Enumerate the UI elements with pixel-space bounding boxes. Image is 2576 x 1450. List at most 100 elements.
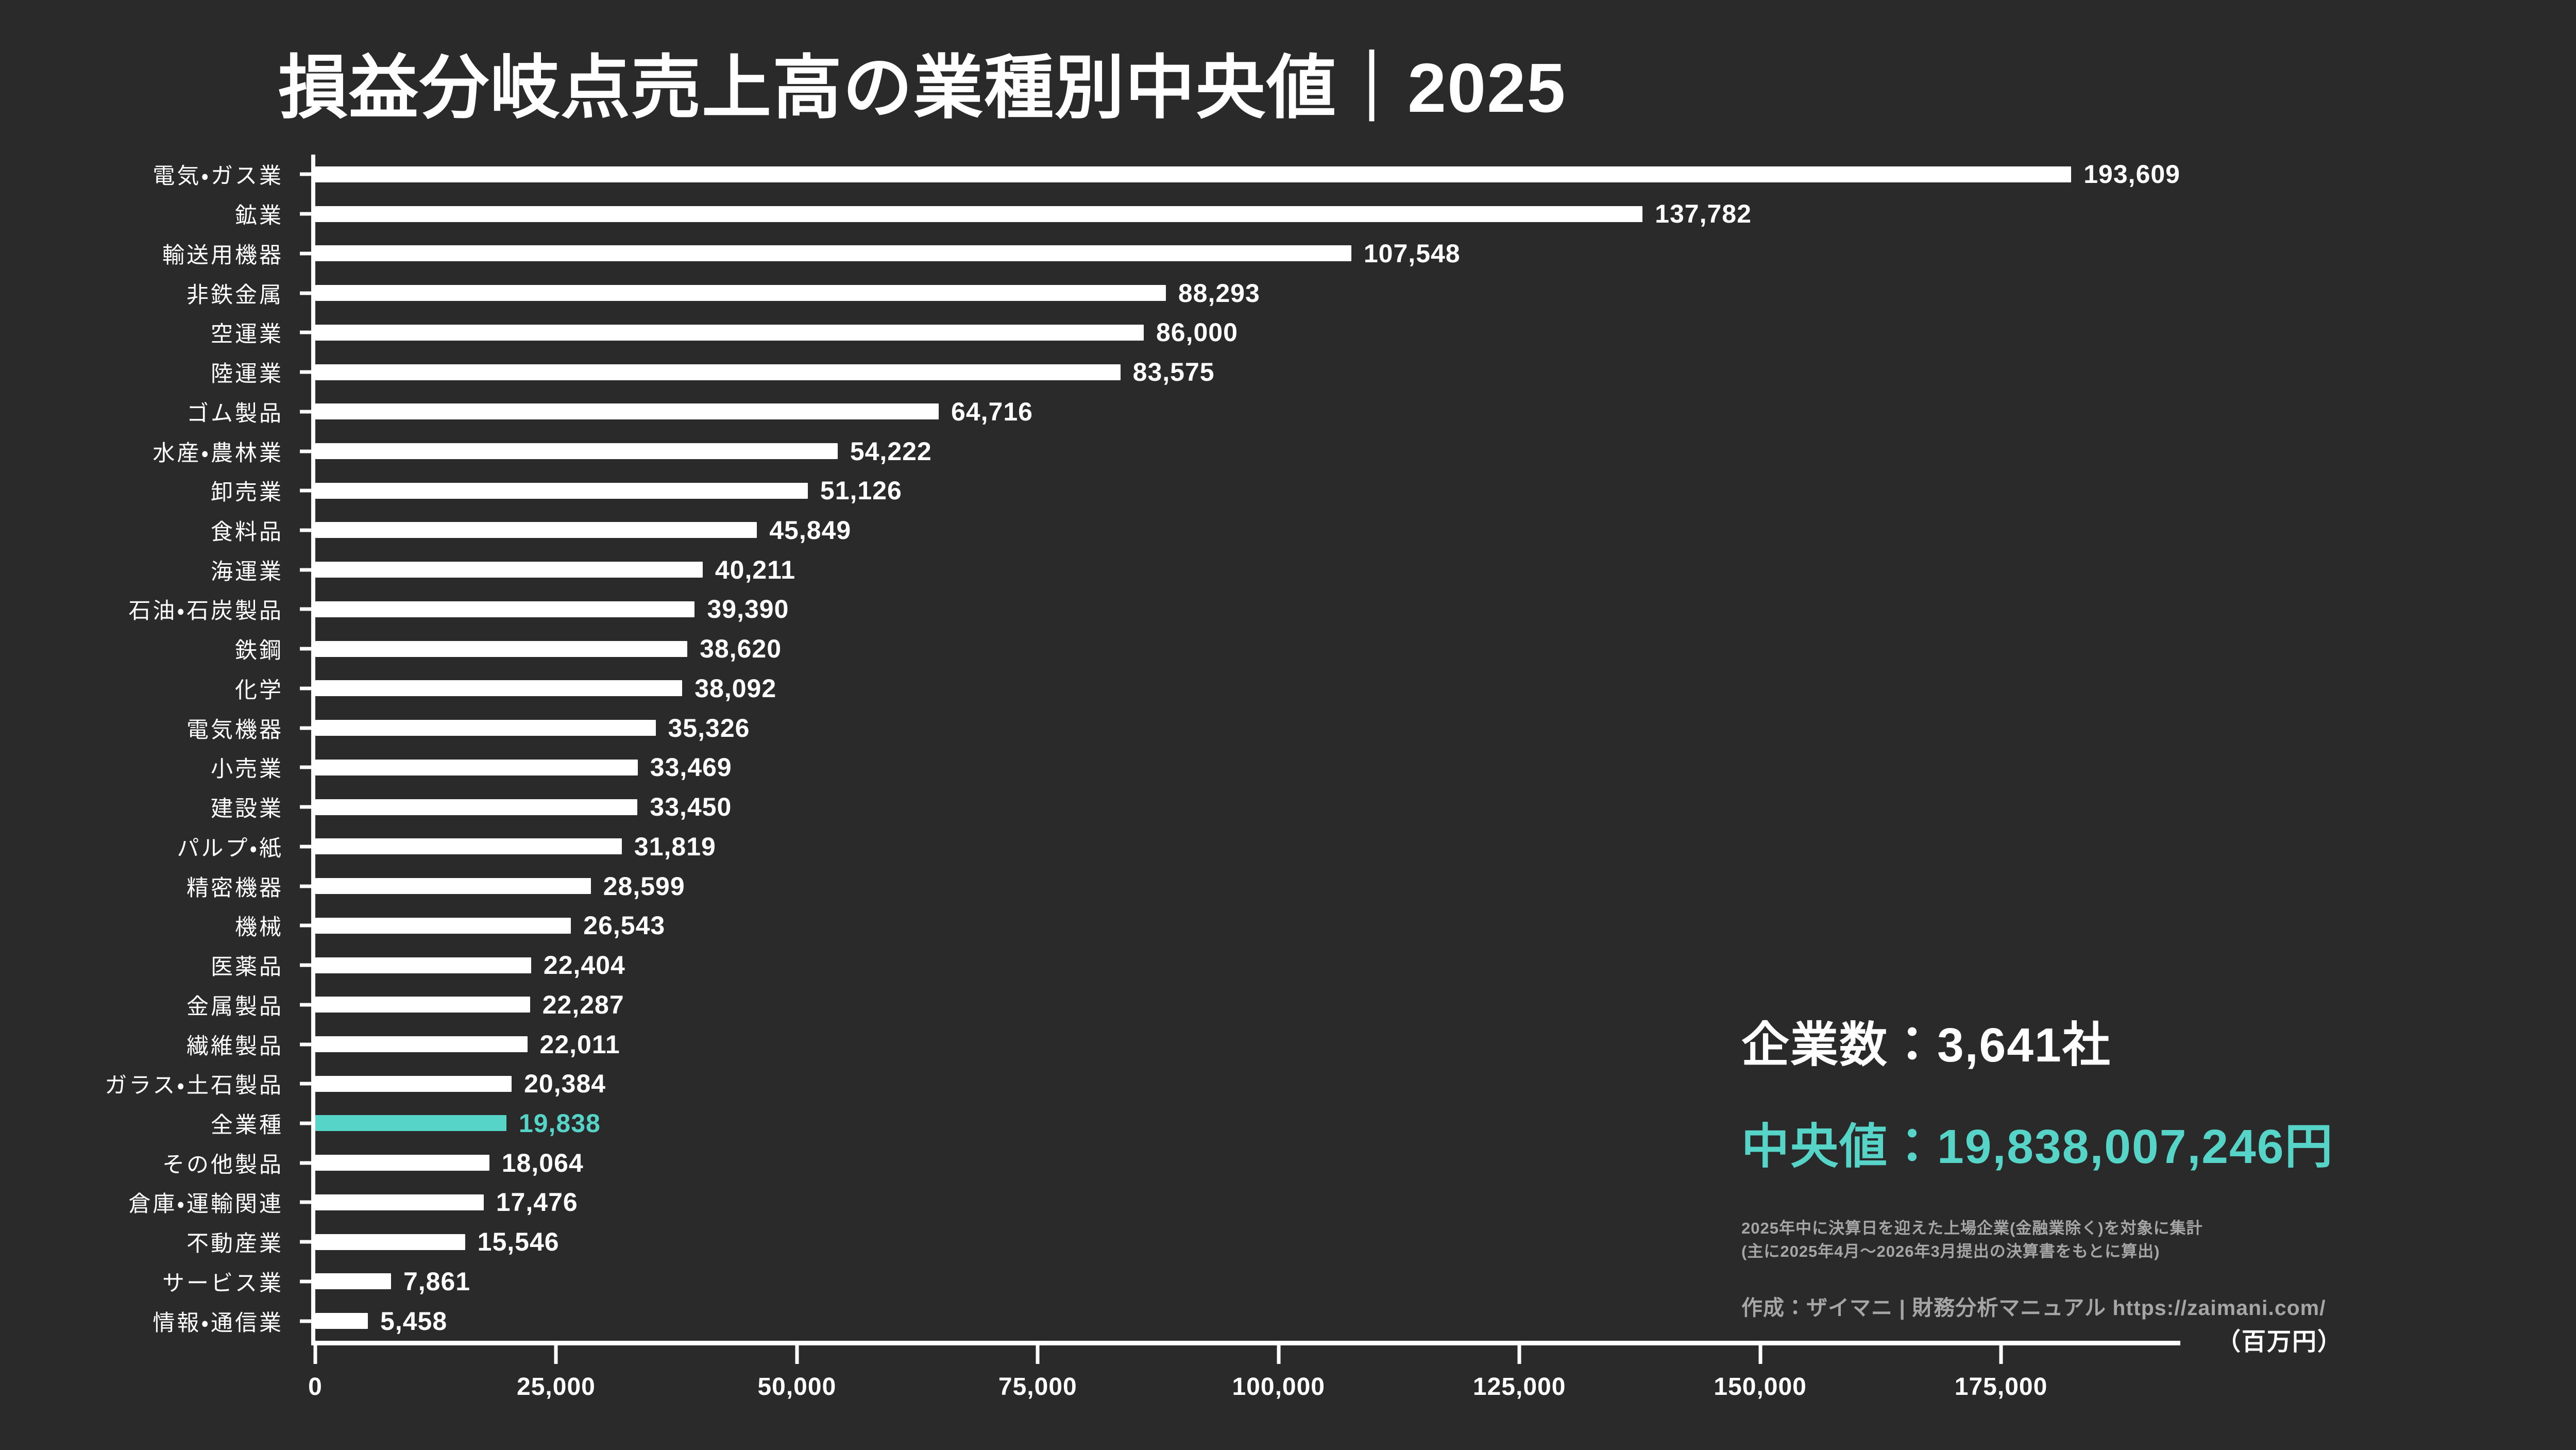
chart-row: 医薬品 22,404 — [211, 946, 2180, 985]
category-label: 食料品 — [211, 519, 283, 545]
category-label: 繊維製品 — [187, 1034, 283, 1059]
chart-row: 機械 26,543 — [235, 906, 2180, 946]
value-label: 64,716 — [951, 397, 1033, 426]
x-axis-tick-label: 75,000 — [998, 1373, 1077, 1401]
chart-row: 輸送用機器 107,548 — [162, 233, 2180, 273]
chart-row: 不動産業 15,546 — [187, 1222, 2180, 1262]
chart-row: 小売業 33,469 — [211, 748, 2180, 787]
chart-row: 海運業 40,211 — [211, 550, 2180, 589]
y-axis-tick — [300, 1003, 315, 1007]
category-label: パルプ・紙 — [177, 836, 283, 861]
chart-row: 倉庫・運輸関連 17,476 — [128, 1183, 2180, 1222]
value-label: 51,126 — [820, 476, 902, 505]
plot-area: 電気・ガス業 193,609 鉱業 137,782 輸送用機器 107,548 非鉄金属 88… — [105, 155, 2342, 1401]
y-axis-tick — [300, 647, 315, 651]
category-label: 鉄鋼 — [235, 638, 283, 664]
x-axis-tick — [795, 1345, 799, 1364]
chart-row: 精密機器 28,599 — [187, 866, 2180, 906]
x-axis-tick — [1758, 1345, 1762, 1364]
bar — [315, 601, 695, 617]
y-axis-tick — [300, 845, 315, 849]
bar — [315, 562, 703, 578]
y-axis-tick — [300, 528, 315, 532]
value-label: 54,222 — [850, 436, 932, 466]
category-label: その他製品 — [162, 1152, 283, 1177]
x-axis-tick-label: 50,000 — [757, 1373, 837, 1401]
bar — [315, 1075, 512, 1092]
bar — [315, 1273, 391, 1290]
stats-block: 企業数：3,641社 中央値：19,838,007,246円 2025年中に決算… — [1741, 1006, 2333, 1321]
bar — [315, 838, 622, 855]
bar — [315, 997, 530, 1013]
category-label: サービス業 — [162, 1271, 283, 1296]
category-label: 医薬品 — [211, 955, 283, 980]
chart-row: 繊維製品 22,011 — [187, 1024, 2180, 1064]
chart-row: 鉄鋼 38,620 — [235, 629, 2180, 669]
category-label: 鉱業 — [235, 204, 283, 229]
x-axis-tick — [1036, 1345, 1040, 1364]
category-label: 陸運業 — [211, 362, 283, 387]
chart-row: 化学 38,092 — [235, 669, 2180, 709]
bar — [315, 443, 838, 459]
chart-row: 陸運業 83,575 — [211, 352, 2180, 392]
category-label: 建設業 — [211, 797, 283, 822]
value-label: 45,849 — [769, 515, 852, 545]
x-axis-tick-label: 0 — [308, 1373, 323, 1401]
y-axis-tick — [300, 1319, 315, 1323]
x-axis-tick — [313, 1345, 317, 1364]
value-label: 86,000 — [1156, 318, 1238, 347]
value-label: 33,469 — [650, 753, 732, 782]
chart-row: その他製品 18,064 — [162, 1143, 2180, 1183]
bar — [315, 482, 808, 499]
category-label: 水産・農林業 — [152, 441, 283, 466]
chart-row: 建設業 33,450 — [211, 787, 2180, 827]
bar — [315, 917, 571, 934]
y-axis-tick — [300, 686, 315, 690]
bar — [315, 285, 1166, 301]
y-axis-tick — [300, 1279, 315, 1284]
y-axis-tick — [300, 1200, 315, 1204]
median-value: 中央値：19,838,007,246円 — [1741, 1120, 2334, 1173]
value-label: 83,575 — [1132, 358, 1215, 387]
bar — [315, 364, 1121, 380]
category-label: ゴム製品 — [187, 401, 283, 426]
bar — [315, 324, 1144, 341]
category-label: 海運業 — [211, 559, 283, 584]
value-label: 35,326 — [668, 713, 750, 743]
category-label: 非鉄金属 — [187, 282, 283, 308]
value-label: 33,450 — [650, 793, 732, 822]
axis-unit-label: （百万円） — [2216, 1328, 2343, 1355]
bar — [315, 720, 656, 736]
value-label: 19,838 — [518, 1108, 601, 1138]
value-label: 38,620 — [700, 634, 782, 664]
y-axis-tick — [300, 330, 315, 334]
bar — [315, 759, 638, 775]
bar — [315, 206, 1643, 222]
chart-row: サービス業 7,861 — [162, 1262, 2180, 1302]
bar — [315, 403, 939, 420]
companies-count: 企業数：3,641社 — [1741, 1018, 2111, 1072]
chart-row: パルプ・紙 31,819 — [177, 827, 2180, 866]
category-label: 卸売業 — [211, 480, 283, 505]
category-label: 情報・通信業 — [152, 1310, 283, 1336]
bar — [315, 522, 757, 538]
value-label: 20,384 — [524, 1069, 606, 1099]
chart-row: ガラス・土石製品 20,384 — [105, 1064, 2180, 1104]
y-axis-tick — [300, 449, 315, 453]
category-label: 精密機器 — [187, 875, 283, 901]
bar — [315, 1194, 484, 1210]
bar — [315, 245, 1351, 262]
bar — [315, 878, 591, 895]
y-axis-tick — [300, 1161, 315, 1165]
x-axis-tick-label: 25,000 — [517, 1373, 596, 1401]
value-label: 40,211 — [715, 555, 796, 584]
chart-title: 損益分岐点売上高の業種別中央値｜2025 — [278, 49, 1567, 127]
value-label: 22,404 — [543, 951, 625, 980]
footnote-line: 2025年中に決算日を迎えた上場企業(金融業除く)を対象に集計 — [1741, 1219, 2203, 1237]
bar — [315, 1036, 528, 1053]
value-label: 28,599 — [603, 871, 685, 901]
category-label: 全業種 — [211, 1112, 283, 1138]
x-axis-tick — [1517, 1345, 1521, 1364]
footnotes: 2025年中に決算日を迎えた上場企業(金融業除く)を対象に集計 (主に2025年… — [1741, 1217, 2333, 1263]
x-axis-tick-label: 150,000 — [1714, 1373, 1807, 1401]
